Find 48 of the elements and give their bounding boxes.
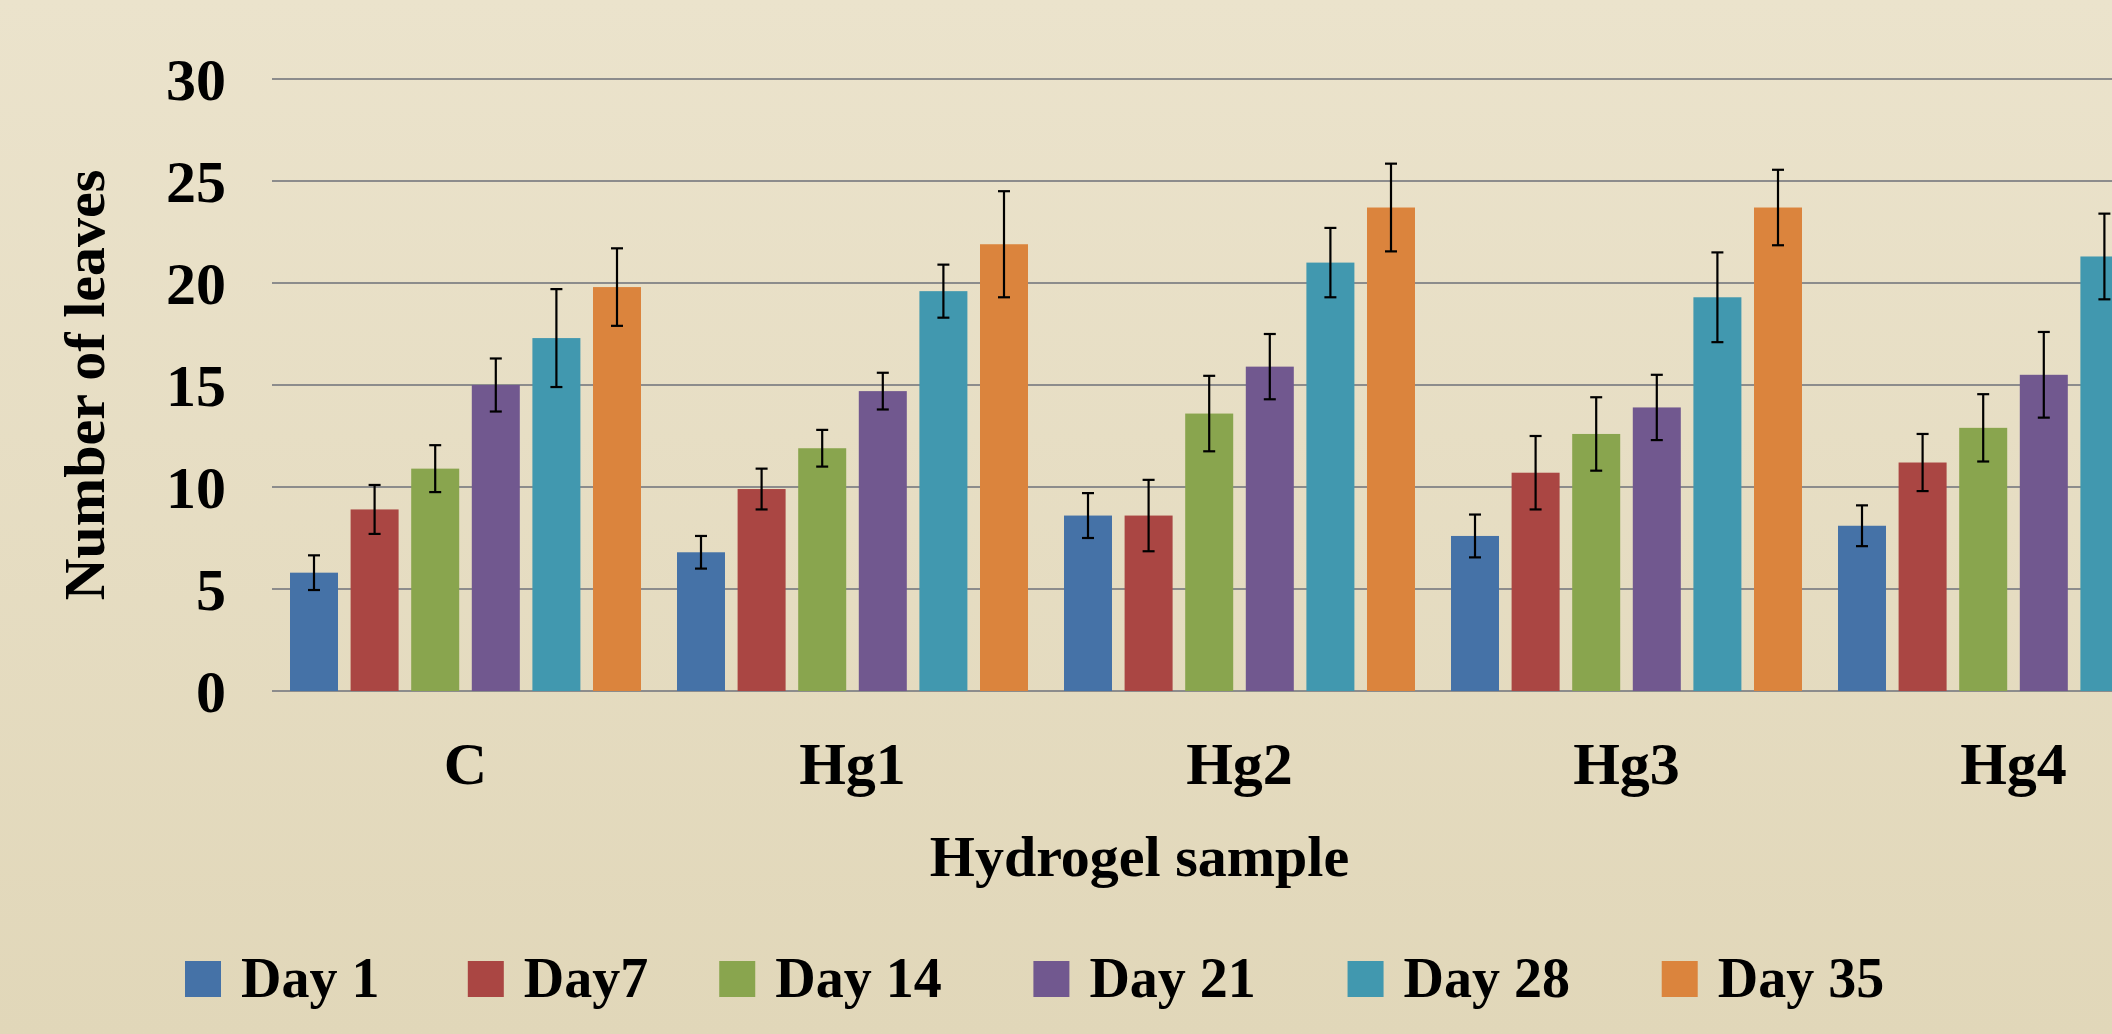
legend-label: Day 21 bbox=[1089, 947, 1256, 1009]
x-axis-title: Hydrogel sample bbox=[929, 824, 1350, 889]
bar bbox=[471, 385, 520, 691]
legend-label: Day7 bbox=[523, 947, 649, 1009]
bar bbox=[919, 291, 968, 691]
bar bbox=[1064, 515, 1112, 691]
bar bbox=[350, 509, 399, 691]
y-tick-label: 10 bbox=[166, 455, 226, 521]
bar bbox=[1367, 207, 1415, 691]
bar bbox=[411, 468, 460, 691]
bar bbox=[1124, 515, 1173, 691]
bar bbox=[858, 391, 907, 691]
y-tick-label: 25 bbox=[166, 149, 226, 215]
bar bbox=[1838, 525, 1886, 691]
y-tick-label: 0 bbox=[196, 659, 226, 725]
legend-label: Day 28 bbox=[1403, 947, 1571, 1009]
bar bbox=[1511, 472, 1560, 691]
y-axis-title: Number of leaves bbox=[52, 169, 118, 601]
bar bbox=[593, 287, 641, 691]
bar bbox=[1632, 407, 1681, 691]
y-tick-label: 20 bbox=[166, 251, 226, 317]
x-tick-label: Hg4 bbox=[1960, 731, 2067, 797]
legend-label: Day 1 bbox=[241, 947, 380, 1009]
y-tick-label: 5 bbox=[196, 557, 226, 623]
bar bbox=[1959, 427, 2008, 691]
bar bbox=[290, 572, 338, 691]
bar bbox=[1451, 535, 1499, 691]
bar bbox=[2019, 374, 2068, 691]
bar bbox=[1572, 433, 1621, 691]
bar bbox=[1754, 207, 1802, 691]
bar bbox=[1245, 366, 1294, 691]
bar bbox=[798, 448, 847, 691]
bar bbox=[1185, 413, 1234, 691]
bar bbox=[1306, 262, 1355, 691]
bar bbox=[1693, 297, 1742, 691]
y-tick-label: 30 bbox=[166, 47, 226, 113]
legend-label: Day 14 bbox=[775, 947, 942, 1009]
bar bbox=[737, 489, 786, 691]
x-tick-label: C bbox=[443, 731, 488, 797]
x-tick-label: Hg3 bbox=[1573, 731, 1680, 797]
y-tick-label: 15 bbox=[166, 353, 226, 419]
bar bbox=[980, 244, 1028, 691]
bar bbox=[1898, 462, 1947, 691]
bar bbox=[677, 552, 725, 691]
legend-label: Day 35 bbox=[1717, 947, 1885, 1009]
x-tick-label: Hg1 bbox=[799, 731, 906, 797]
bar bbox=[532, 338, 581, 691]
x-tick-label: Hg2 bbox=[1186, 731, 1293, 797]
